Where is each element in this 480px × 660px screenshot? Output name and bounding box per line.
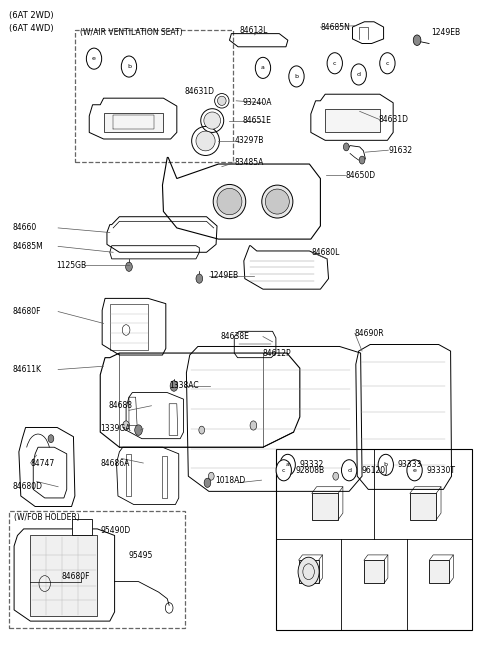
Circle shape — [378, 454, 394, 475]
Text: 93332: 93332 — [300, 461, 324, 469]
Text: b: b — [127, 64, 131, 69]
Circle shape — [208, 473, 214, 480]
Text: e: e — [413, 468, 417, 473]
Circle shape — [86, 48, 102, 69]
Bar — [9, 511, 185, 628]
Text: 91632: 91632 — [388, 146, 412, 154]
Text: 84612P: 84612P — [263, 348, 291, 358]
Text: (6AT 4WD): (6AT 4WD) — [9, 24, 54, 33]
Circle shape — [333, 473, 338, 480]
Text: 84747: 84747 — [30, 459, 55, 467]
Text: c: c — [385, 61, 389, 66]
Text: 1018AD: 1018AD — [215, 476, 245, 484]
Circle shape — [380, 53, 395, 74]
Text: 84613L: 84613L — [240, 26, 268, 35]
Text: 92808B: 92808B — [296, 466, 325, 475]
Text: 84686A: 84686A — [100, 459, 130, 467]
Text: 93333: 93333 — [398, 461, 422, 469]
Text: 84680D: 84680D — [12, 482, 43, 491]
Text: (W/FOB HOLDER): (W/FOB HOLDER) — [14, 513, 80, 522]
Ellipse shape — [217, 188, 242, 215]
Circle shape — [343, 143, 349, 151]
Text: d: d — [357, 72, 360, 77]
Text: 1249EB: 1249EB — [209, 271, 238, 280]
Text: 84651E: 84651E — [242, 116, 271, 125]
Text: 84680F: 84680F — [62, 572, 90, 581]
Circle shape — [276, 460, 291, 481]
Ellipse shape — [196, 131, 215, 151]
Bar — [75, 30, 233, 162]
Text: 84680L: 84680L — [312, 248, 340, 257]
Text: (6AT 2WD): (6AT 2WD) — [9, 11, 54, 20]
Text: 1338AC: 1338AC — [169, 381, 199, 391]
Text: a: a — [286, 463, 289, 467]
Circle shape — [135, 425, 143, 436]
Ellipse shape — [262, 185, 293, 218]
Text: b: b — [384, 463, 388, 467]
Text: e: e — [92, 56, 96, 61]
Circle shape — [48, 435, 54, 443]
Circle shape — [289, 66, 304, 87]
Text: 95495: 95495 — [129, 550, 153, 560]
Circle shape — [298, 557, 319, 586]
Circle shape — [196, 274, 203, 283]
Ellipse shape — [217, 96, 226, 106]
Text: c: c — [333, 61, 336, 66]
Circle shape — [250, 421, 257, 430]
Circle shape — [123, 421, 130, 430]
Circle shape — [341, 460, 357, 481]
Text: 84631D: 84631D — [185, 87, 215, 96]
Circle shape — [351, 64, 366, 85]
Text: 83485A: 83485A — [234, 158, 264, 167]
Circle shape — [280, 454, 295, 475]
Polygon shape — [312, 493, 338, 519]
Circle shape — [199, 426, 204, 434]
Text: 84685N: 84685N — [321, 22, 350, 32]
Text: c: c — [282, 468, 286, 473]
Ellipse shape — [265, 189, 289, 214]
Polygon shape — [104, 113, 163, 133]
Text: 84638E: 84638E — [221, 332, 250, 341]
Polygon shape — [30, 535, 97, 616]
Polygon shape — [430, 560, 449, 583]
Text: 84685M: 84685M — [12, 242, 43, 251]
Circle shape — [170, 381, 178, 391]
Text: 84680F: 84680F — [12, 307, 41, 316]
Text: 84660: 84660 — [12, 224, 37, 232]
Text: 1125GB: 1125GB — [56, 261, 86, 270]
Polygon shape — [325, 110, 380, 133]
Circle shape — [413, 35, 421, 46]
Polygon shape — [299, 560, 319, 583]
Text: 1249EB: 1249EB — [432, 28, 461, 37]
Text: d: d — [347, 468, 351, 473]
Ellipse shape — [204, 112, 221, 129]
Text: 84611K: 84611K — [12, 365, 42, 374]
Text: 43297B: 43297B — [234, 137, 264, 145]
Circle shape — [121, 56, 137, 77]
Text: 93240A: 93240A — [242, 98, 272, 108]
Circle shape — [255, 57, 271, 79]
Text: 1339GA: 1339GA — [100, 424, 131, 434]
Text: 84690R: 84690R — [355, 329, 384, 338]
Text: 84631D: 84631D — [379, 115, 409, 123]
Circle shape — [126, 262, 132, 271]
Circle shape — [327, 53, 342, 74]
Ellipse shape — [213, 184, 246, 218]
Text: a: a — [261, 65, 265, 71]
Text: 95490D: 95490D — [100, 527, 131, 535]
Text: (W/AIR VENTILATION SEAT): (W/AIR VENTILATION SEAT) — [80, 28, 182, 37]
Text: 84650D: 84650D — [345, 171, 375, 180]
Text: 93330T: 93330T — [427, 466, 456, 475]
Polygon shape — [410, 493, 436, 519]
Bar — [72, 519, 92, 535]
Circle shape — [359, 156, 365, 164]
Polygon shape — [364, 560, 384, 583]
Circle shape — [407, 460, 422, 481]
Text: 84688: 84688 — [108, 401, 132, 411]
Text: 96120J: 96120J — [361, 466, 387, 475]
Text: b: b — [294, 74, 299, 79]
Bar — [276, 449, 472, 630]
Circle shape — [204, 478, 211, 487]
